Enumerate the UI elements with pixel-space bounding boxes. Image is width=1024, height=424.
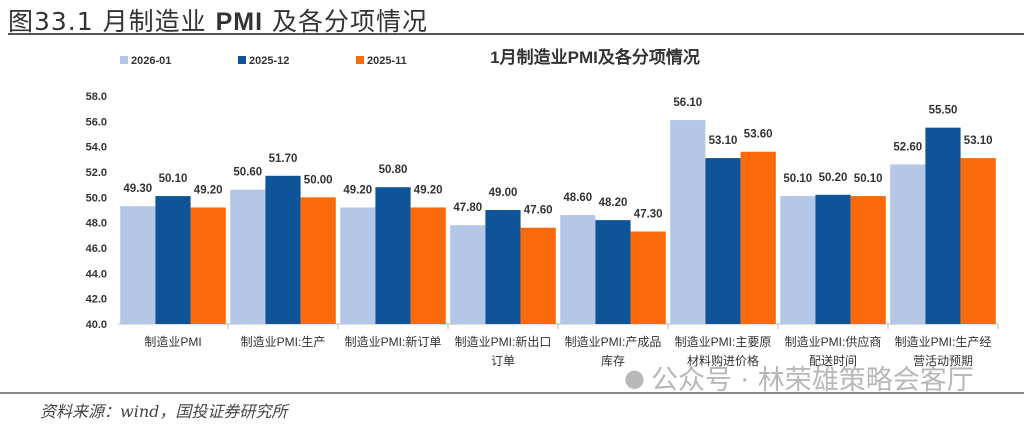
figure-title-bold: PMI <box>215 8 264 36</box>
data-label: 47.30 <box>634 209 663 221</box>
bar <box>450 225 486 324</box>
data-label: 56.10 <box>673 97 702 109</box>
watermark-text: 公众号 · 林荣雄策略会客厅 <box>650 365 974 396</box>
bar <box>960 158 996 324</box>
data-label: 50.60 <box>233 167 262 179</box>
data-label: 48.60 <box>563 192 592 204</box>
bar <box>670 120 706 324</box>
bar <box>300 197 336 324</box>
y-tick-label: 42.0 <box>86 294 107 306</box>
y-tick-label: 58.0 <box>86 91 107 103</box>
figure-title-main: 月制造业 <box>102 7 207 36</box>
data-label: 49.20 <box>414 184 443 196</box>
bar <box>375 187 411 324</box>
legend-label: 2025-12 <box>249 55 289 67</box>
data-label: 50.10 <box>854 173 883 185</box>
legend-swatch <box>356 56 364 64</box>
legend-label: 2026-01 <box>131 55 171 67</box>
legend-label: 2025-11 <box>367 55 407 67</box>
x-tick-label: 订单 <box>491 354 515 368</box>
figure-title-rest: 及各分项情况 <box>272 7 429 36</box>
wechat-icon: ● <box>624 363 645 392</box>
x-tick-label: 库存 <box>601 353 625 368</box>
watermark: ● 公众号 · 林荣雄策略会客厅 <box>624 358 974 397</box>
bar <box>340 207 376 324</box>
figure-title: 图33.1 月制造业 PMI 及各分项情况 <box>8 2 428 38</box>
y-tick-label: 46.0 <box>86 243 107 255</box>
bottom-rule <box>0 392 1024 394</box>
source-note: 资料来源：wind，国投证券研究所 <box>40 402 288 421</box>
bar <box>925 127 961 325</box>
bar <box>815 194 851 324</box>
bar <box>890 164 926 324</box>
top-rule <box>8 33 1024 35</box>
data-label: 53.60 <box>744 129 773 141</box>
x-tick-label: 营活动预期 <box>913 354 973 368</box>
data-label: 49.00 <box>489 187 518 199</box>
bar <box>520 227 556 324</box>
y-tick-label: 40.0 <box>86 319 107 331</box>
bar <box>485 210 521 324</box>
y-tick-label: 44.0 <box>86 268 107 280</box>
data-label: 49.20 <box>343 184 372 196</box>
bar <box>190 207 226 324</box>
y-tick-label: 54.0 <box>86 142 107 154</box>
bar <box>850 196 886 324</box>
legend-swatch <box>238 56 246 64</box>
bar <box>560 215 596 324</box>
x-tick-label: 制造业PMI:新订单 <box>345 334 442 349</box>
bar <box>120 206 156 324</box>
y-tick-label: 52.0 <box>86 167 107 179</box>
x-tick-label: 制造业PMI:生产 <box>241 335 326 349</box>
x-tick-label: 制造业PMI <box>144 335 201 349</box>
figure-number: 图33.1 <box>8 7 94 36</box>
data-label: 49.20 <box>194 184 223 196</box>
data-label: 50.20 <box>819 172 848 184</box>
bar <box>630 231 666 324</box>
x-tick-label: 制造业PMI:产成品 <box>565 335 662 349</box>
bar <box>705 158 741 324</box>
x-tick-label: 制造业PMI:主要原 <box>675 335 772 349</box>
data-label: 50.10 <box>159 173 188 185</box>
data-label: 50.80 <box>379 164 408 176</box>
bar <box>230 189 266 324</box>
x-tick-label: 制造业PMI:生产经 <box>895 335 992 349</box>
data-label: 47.80 <box>453 202 482 214</box>
data-label: 48.20 <box>599 197 628 209</box>
x-tick-label: 制造业PMI:新出口 <box>455 334 552 349</box>
data-label: 50.00 <box>304 174 333 186</box>
data-label: 53.10 <box>709 135 738 147</box>
legend-swatch <box>120 56 128 64</box>
data-label: 53.10 <box>964 135 993 147</box>
data-label: 49.30 <box>123 183 152 195</box>
y-tick-label: 48.0 <box>86 218 107 230</box>
data-label: 51.70 <box>269 153 298 165</box>
x-tick-label: 制造业PMI:供应商 <box>785 334 882 349</box>
data-label: 47.60 <box>524 205 553 217</box>
bar <box>780 196 816 324</box>
x-tick-label: 材料购进价格 <box>687 353 759 368</box>
data-label: 52.60 <box>893 141 922 153</box>
bar <box>740 151 776 324</box>
y-tick-label: 56.0 <box>86 116 107 128</box>
chart-title: 1月制造业PMI及各分项情况 <box>490 47 700 67</box>
y-tick-label: 50.0 <box>86 192 107 204</box>
bar <box>595 220 631 324</box>
bar <box>155 196 191 324</box>
bar <box>410 207 446 324</box>
bar-chart: 1月制造业PMI及各分项情况 2026-01 2025-12 2025-11 40.0 4… <box>86 47 999 368</box>
bar <box>265 175 301 324</box>
data-label: 55.50 <box>929 105 958 117</box>
data-label: 50.10 <box>783 173 812 185</box>
x-tick-label: 配送时间 <box>809 353 857 368</box>
